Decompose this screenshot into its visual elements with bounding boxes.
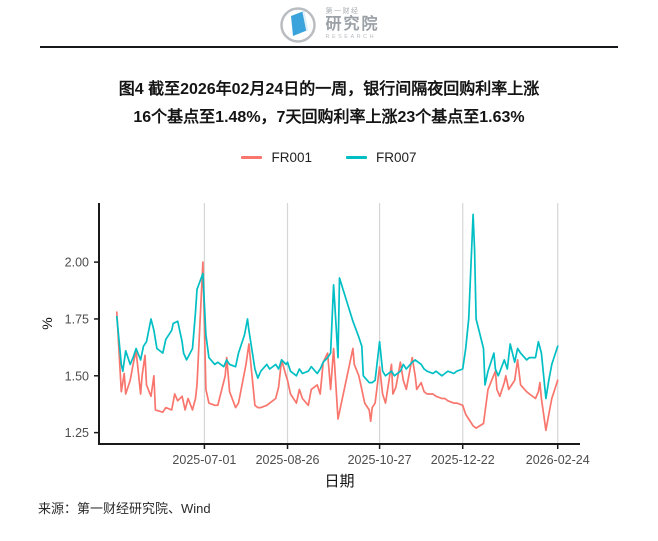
legend-item-fr007: FR007	[346, 150, 417, 165]
legend-key-fr007	[346, 155, 367, 160]
legend-label-fr001: FR001	[271, 150, 312, 165]
repo-rate-line-chart: 1.25 1.50 1.75 2.00 2025-07-01 2025-08-26 2025…	[0, 183, 658, 498]
series-line-fr007	[115, 213, 559, 400]
chart-legend: FR001 FR007	[0, 150, 658, 165]
x-tick-label: 2026-02-24	[526, 453, 590, 467]
legend-key-fr001	[241, 155, 263, 160]
brand-logo-text: 第一财经 研究院 RESEARCH	[325, 8, 379, 41]
x-tick-label: 2025-12-22	[431, 453, 495, 467]
brand-logo: 第一财经 研究院 RESEARCH	[0, 4, 658, 44]
brand-name-main: 研究院	[325, 15, 380, 33]
x-tick-label: 2025-10-27	[348, 453, 412, 467]
x-axis-title: 日期	[324, 473, 354, 490]
series-line-fr001	[115, 261, 559, 432]
x-tick-label: 2025-08-26	[256, 453, 320, 467]
brand-name-sub: RESEARCH	[325, 33, 377, 40]
header-divider	[40, 46, 618, 48]
chart-title: 图4 截至2026年02月24日的一周，银行间隔夜回购利率上涨 16个基点至1.…	[24, 76, 634, 132]
legend-item-fr001: FR001	[241, 150, 312, 165]
brand-name-small: 第一财经	[325, 7, 360, 15]
y-tick-label: 1.75	[65, 312, 89, 326]
legend-label-fr007: FR007	[376, 150, 417, 165]
y-tick-label: 1.50	[65, 369, 89, 383]
x-tick-label: 2025-07-01	[172, 453, 236, 467]
y-tick-label: 2.00	[65, 256, 89, 270]
chart-title-line2: 16个基点至1.48%，7天回购利率上涨23个基点至1.63%	[133, 109, 525, 126]
source-note: 来源：第一财经研究院、Wind	[38, 501, 211, 516]
y-axis-title: %	[39, 317, 55, 329]
brand-logo-icon	[280, 7, 317, 43]
y-tick-label: 1.25	[65, 426, 89, 440]
chart-title-line1: 图4 截至2026年02月24日的一周，银行间隔夜回购利率上涨	[118, 81, 540, 98]
chart-canvas: 1.25 1.50 1.75 2.00 2025-07-01 2025-08-26 2025…	[39, 203, 590, 490]
